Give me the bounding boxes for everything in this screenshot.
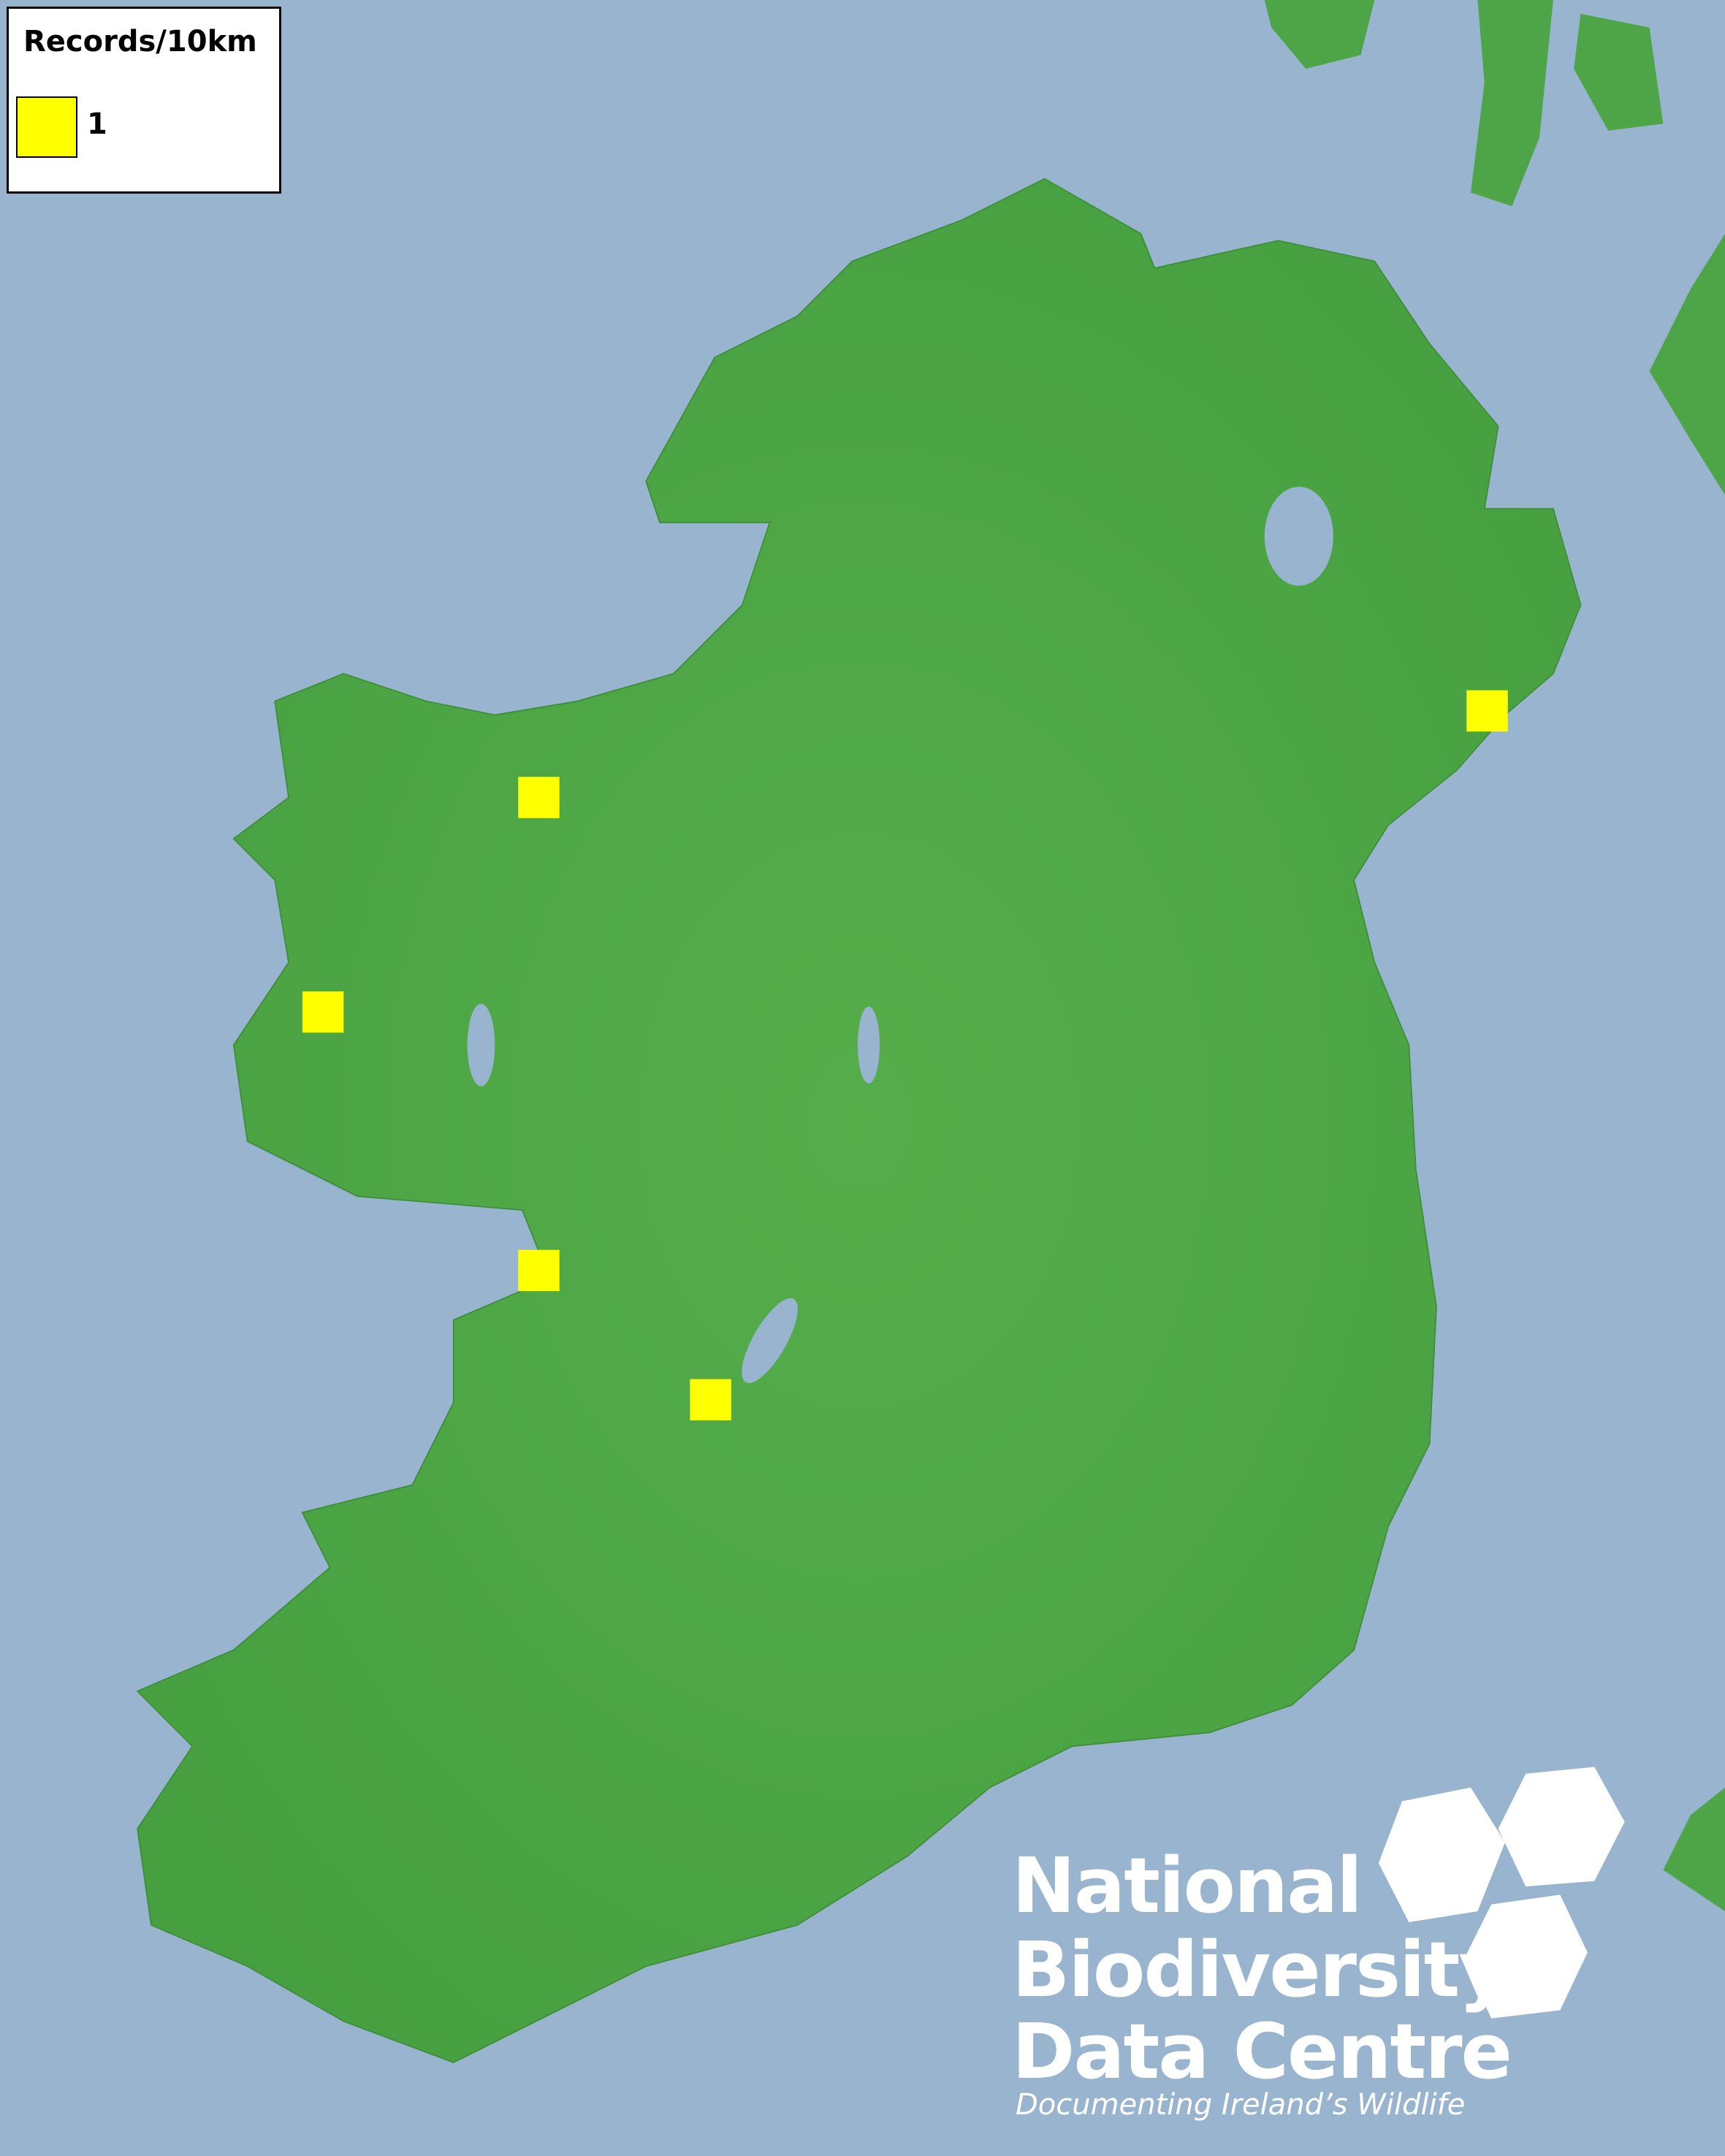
- lough-derg: [742, 1298, 798, 1384]
- legend-title: Records/10km: [23, 25, 257, 58]
- record-squares: [302, 690, 1508, 1421]
- record-square[interactable]: [690, 1379, 731, 1421]
- logo-line-2: Biodiversity: [1012, 1925, 1508, 2014]
- butterfly-hexagon-icon: [1498, 1767, 1625, 1887]
- record-square[interactable]: [302, 991, 344, 1033]
- logo-line-3: Data Centre: [1012, 2007, 1512, 2096]
- legend-swatch-yellow: [16, 96, 77, 158]
- seahorse-hexagon-icon: [1463, 1894, 1588, 2019]
- logo-tagline: Documenting Ireland’s Wildlife: [1016, 2088, 1466, 2122]
- lough-corrib: [467, 1003, 495, 1086]
- record-square[interactable]: [1466, 690, 1508, 732]
- logo-hexagons: [1378, 1767, 1625, 2019]
- logo-line-1: National: [1012, 1841, 1363, 1930]
- ireland-landmass: [136, 178, 1582, 2064]
- lough-neagh: [1264, 487, 1333, 586]
- legend-label: 1: [87, 107, 107, 141]
- record-square[interactable]: [518, 777, 560, 818]
- lough-ree: [857, 1006, 880, 1084]
- record-square[interactable]: [518, 1249, 560, 1292]
- legend: Records/10km 1: [7, 7, 281, 194]
- tree-hexagon-icon: [1378, 1787, 1505, 1923]
